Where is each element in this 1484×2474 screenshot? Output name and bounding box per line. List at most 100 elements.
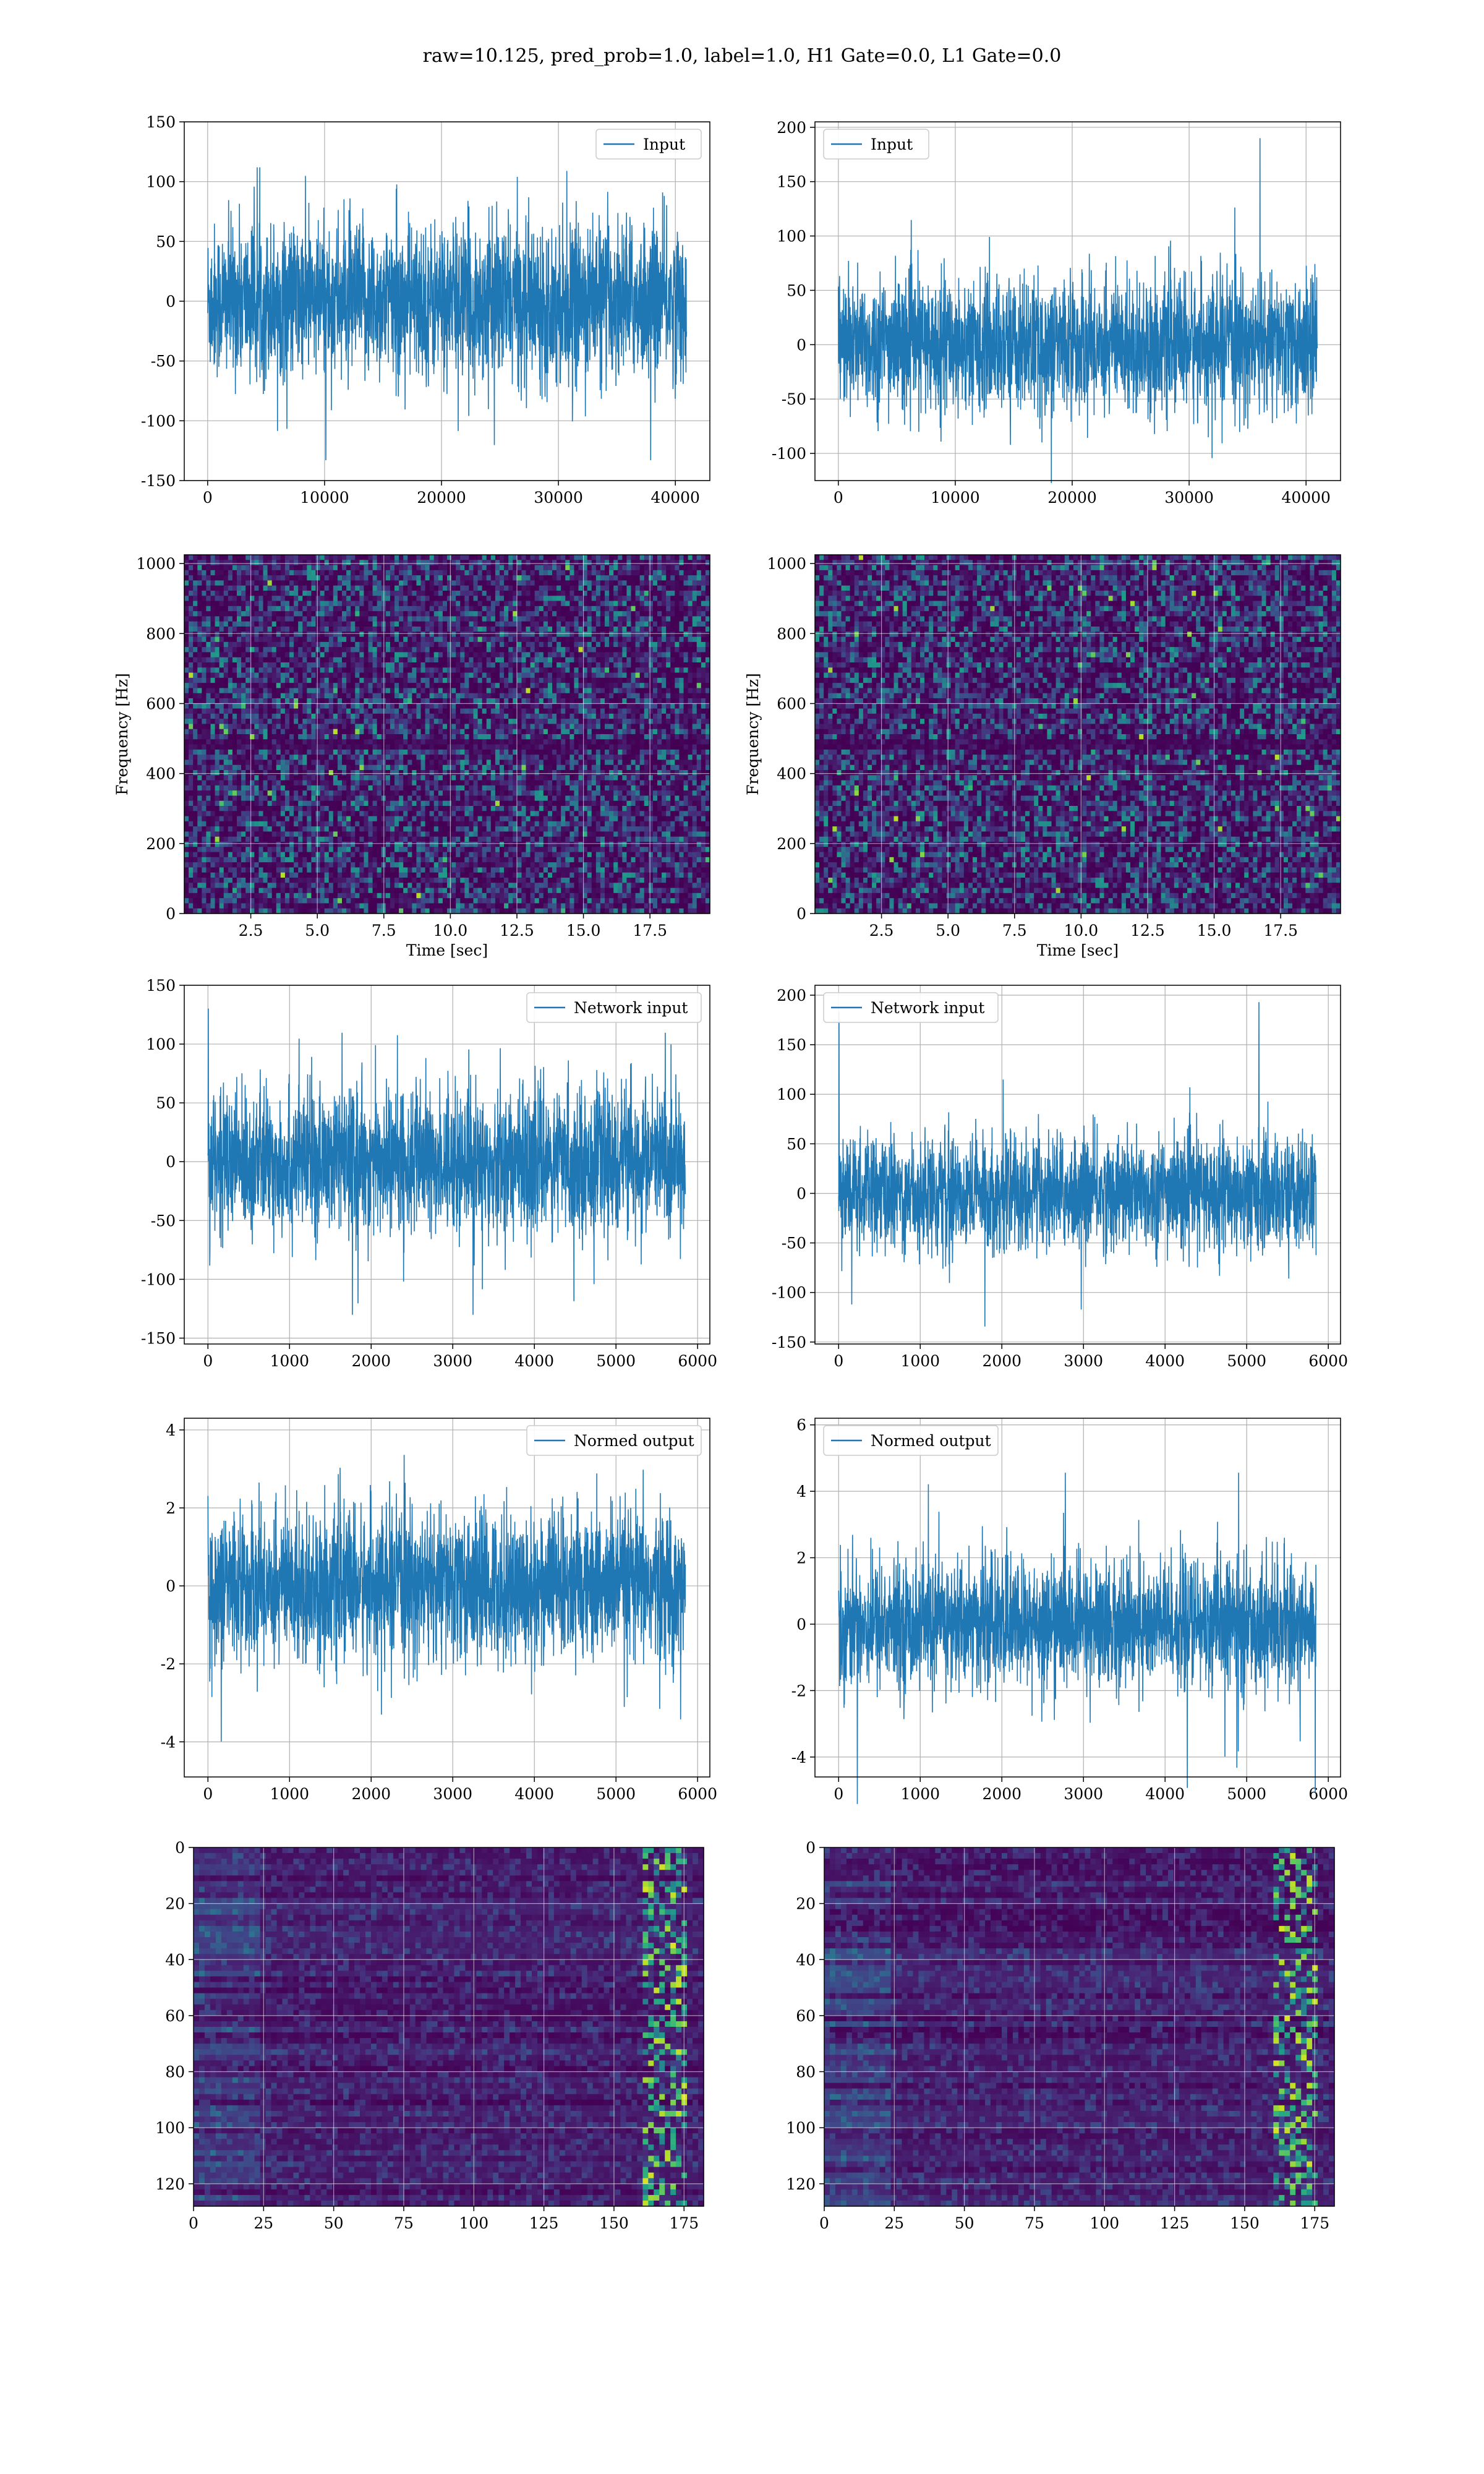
chart-h1-feature-map: 0 25 50 75 100 125 150 175 0 20 40 60 80 100 120 <box>155 1839 704 2232</box>
x-tick-label: 17.5 <box>1263 922 1298 940</box>
x-tick-label: 75 <box>394 2214 414 2232</box>
legend-box <box>823 992 999 1023</box>
x-tick-label: 6000 <box>678 1352 717 1370</box>
axes-frame <box>184 1418 710 1778</box>
chart-h1-network-input: 0 1000 2000 3000 4000 5000 6000 -150 -100 -50 0 50 1… <box>141 977 717 1370</box>
y-axis-label: Frequency [Hz] <box>113 673 131 795</box>
x-tick-label: 125 <box>529 2214 559 2232</box>
x-tick-label: 5.0 <box>305 922 330 940</box>
x-tick-label: 3000 <box>433 1352 472 1370</box>
x-tick-label: 125 <box>1160 2214 1190 2232</box>
x-tick-label: 40000 <box>650 489 700 507</box>
x-tick-label: 50 <box>955 2214 974 2232</box>
figure-title: raw=10.125, pred_prob=1.0, label=1.0, H1… <box>423 45 1062 67</box>
y-tick-label: -100 <box>141 1270 176 1288</box>
x-tick-label: 5000 <box>1227 1785 1266 1803</box>
y-tick-label: 0 <box>796 1184 806 1202</box>
y-tick-label: 0 <box>166 1577 176 1595</box>
y-tick-label: 80 <box>165 2063 185 2081</box>
legend-box <box>526 992 702 1023</box>
x-tick-label: 4000 <box>1145 1352 1185 1370</box>
chart-l1-feature-map: 0 25 50 75 100 125 150 175 0 20 40 60 80 100 120 <box>786 1839 1335 2232</box>
y-tick-label: 0 <box>166 905 176 923</box>
y-tick-label: 0 <box>796 905 806 923</box>
y-tick-label: 400 <box>777 765 806 783</box>
x-tick-label: 7.5 <box>1002 922 1027 940</box>
series-line-network-input <box>207 1008 686 1315</box>
y-tick-label: -50 <box>151 353 176 370</box>
y-tick-label: 50 <box>787 281 806 299</box>
y-tick-label: 100 <box>777 228 806 246</box>
x-tick-label: 1000 <box>270 1785 309 1803</box>
x-tick-label: 20000 <box>417 489 466 507</box>
x-tick-label: 30000 <box>1164 489 1214 507</box>
x-tick-label: 0 <box>834 1352 843 1370</box>
x-tick-label: 75 <box>1025 2214 1044 2232</box>
y-tick-label: 200 <box>777 835 806 853</box>
y-tick-label: 100 <box>786 2119 816 2137</box>
chart-h1-normed-output: 0 1000 2000 3000 4000 5000 6000 -4 -2 0 2 4 Normed o… <box>161 1418 717 1803</box>
y-tick-label: 150 <box>146 977 176 995</box>
x-tick-label: 15.0 <box>566 922 601 940</box>
axes-frame <box>814 985 1341 1345</box>
y-tick-label: 200 <box>777 987 806 1004</box>
y-tick-label: -100 <box>141 412 176 430</box>
x-tick-label: 6000 <box>678 1785 717 1803</box>
y-tick-label: 0 <box>166 293 176 310</box>
x-axis-label: Time [sec] <box>1037 941 1119 959</box>
x-tick-label: 40000 <box>1281 489 1331 507</box>
y-tick-label: 50 <box>156 233 176 250</box>
legend-label: Network input <box>574 999 688 1017</box>
chart-h1-spectrogram: 2.5 5.0 7.5 10.0 12.5 15.0 17.5 0 200 400 600 800 10… <box>113 554 710 959</box>
y-tick-label: 100 <box>777 1085 806 1103</box>
x-tick-label: 1000 <box>900 1352 940 1370</box>
axes-frame <box>824 1847 1335 2207</box>
y-axis-label: Frequency [Hz] <box>744 673 762 795</box>
x-tick-label: 175 <box>669 2214 699 2232</box>
y-tick-label: 50 <box>156 1094 176 1112</box>
y-tick-label: 0 <box>796 336 806 354</box>
x-tick-label: 10000 <box>931 489 980 507</box>
x-tick-label: 25 <box>884 2214 904 2232</box>
series-line-network-input <box>838 1002 1317 1327</box>
x-tick-label: 2000 <box>982 1785 1021 1803</box>
x-tick-label: 1000 <box>900 1785 940 1803</box>
y-tick-label: 6 <box>796 1416 806 1434</box>
legend-box <box>595 129 702 160</box>
x-tick-label: 2.5 <box>869 922 894 940</box>
y-tick-label: -4 <box>161 1733 176 1751</box>
x-tick-label: 0 <box>819 2214 829 2232</box>
x-tick-label: 0 <box>834 489 843 507</box>
legend-label: Normed output <box>574 1432 694 1450</box>
chart-l1-network-input: 0 1000 2000 3000 4000 5000 6000 -150 -100 -50 0 50 1… <box>772 985 1348 1370</box>
y-tick-label: 150 <box>777 173 806 191</box>
axes-frame <box>814 554 1341 914</box>
y-tick-label: 100 <box>146 173 176 191</box>
y-tick-label: 0 <box>166 1153 176 1171</box>
x-tick-label: 20000 <box>1047 489 1097 507</box>
x-tick-label: 5000 <box>1227 1352 1266 1370</box>
axes-frame <box>193 1847 704 2207</box>
y-tick-label: 60 <box>165 2007 185 2025</box>
axes-frame <box>814 1418 1341 1778</box>
x-tick-label: 0 <box>203 1785 213 1803</box>
x-tick-label: 150 <box>1230 2214 1260 2232</box>
y-tick-label: -100 <box>772 445 806 463</box>
x-tick-label: 100 <box>1090 2214 1119 2232</box>
x-tick-label: 0 <box>834 1785 843 1803</box>
y-tick-label: -2 <box>791 1682 806 1700</box>
chart-h1-input: 0 10000 20000 30000 40000 -150 -100 -50 0 50 100 15… <box>141 113 710 507</box>
y-tick-label: 60 <box>796 2007 816 2025</box>
y-tick-label: 800 <box>146 625 176 643</box>
y-tick-label: 200 <box>777 119 806 137</box>
legend-label: Input <box>643 135 685 153</box>
y-tick-label: 2 <box>796 1549 806 1567</box>
y-tick-label: -4 <box>791 1748 806 1766</box>
legend-label: Input <box>871 135 913 153</box>
x-tick-label: 3000 <box>1064 1352 1103 1370</box>
y-tick-label: 1000 <box>136 555 176 573</box>
x-tick-label: 175 <box>1300 2214 1329 2232</box>
x-tick-label: 0 <box>203 489 213 507</box>
x-tick-label: 2000 <box>351 1352 391 1370</box>
x-tick-label: 30000 <box>534 489 583 507</box>
